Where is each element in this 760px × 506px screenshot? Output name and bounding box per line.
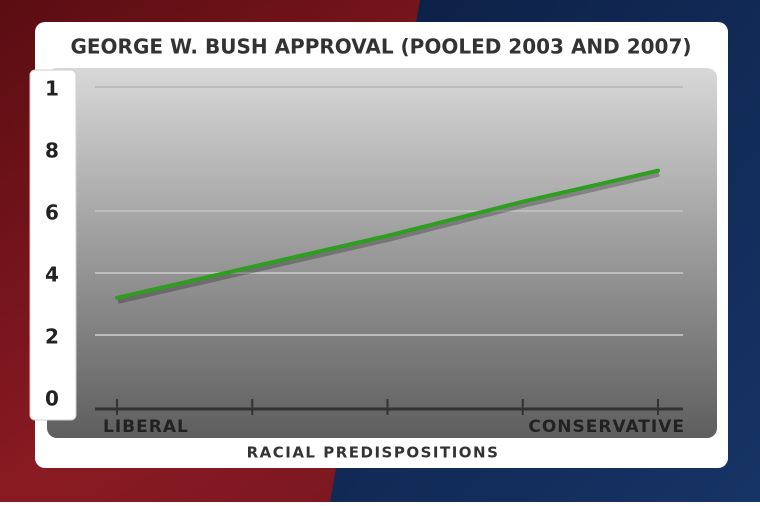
- x-axis-label: RACIAL PREDISPOSITIONS: [247, 444, 500, 462]
- y-tick-label: 2: [45, 325, 59, 349]
- data-line: [115, 168, 660, 300]
- line-shadow: [117, 170, 660, 304]
- y-tick-label: 8: [45, 139, 59, 163]
- y-tick-label: 1: [45, 77, 59, 101]
- y-axis-strip: [29, 69, 77, 421]
- chart-title: GEORGE W. BUSH APPROVAL (POOLED 2003 AND…: [70, 35, 691, 59]
- plot-panel: [47, 68, 717, 438]
- x-tick-label: LIBERAL: [103, 417, 189, 437]
- y-tick-label: 6: [45, 201, 59, 225]
- y-tick-label: 4: [45, 263, 59, 287]
- x-tick-label: CONSERVATIVE: [528, 417, 685, 437]
- y-tick-label: 0: [45, 387, 59, 411]
